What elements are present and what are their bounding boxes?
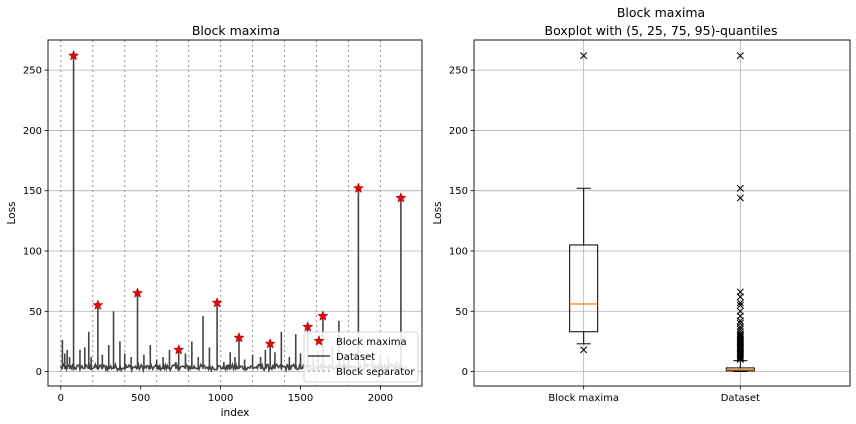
left-y-ticks: 0 50 100 150 200 250 [23, 66, 48, 378]
left-x-tick-label: 2000 [368, 393, 393, 404]
block-maximum-marker [302, 321, 314, 332]
block-maxima-series [67, 49, 407, 355]
left-x-ticks: 0 500 1000 1500 2000 [58, 386, 393, 404]
left-grid [48, 69, 422, 372]
right-y-tick-label: 200 [449, 126, 468, 137]
right-chart-subtitle: Boxplot with (5, 25, 75, 95)-quantiles [545, 23, 778, 38]
flier-marker [736, 301, 744, 309]
legend-block-maxima-marker [313, 335, 325, 346]
left-y-tick-label: 100 [23, 246, 42, 257]
left-y-tick-label: 0 [36, 367, 42, 378]
flier-marker [736, 299, 744, 307]
right-chart-title: Block maxima [617, 5, 705, 20]
block-maximum-marker [233, 331, 245, 343]
legend-block-maxima-label: Block maxima [336, 337, 407, 348]
right-x-ticks: Block maxima Dataset [548, 386, 760, 404]
right-y-axis-label: Loss [432, 201, 444, 224]
box [569, 244, 599, 333]
block-maximum-marker [92, 299, 104, 311]
left-x-tick-label: 1500 [288, 393, 313, 404]
right-x-tick-label: Dataset [721, 393, 760, 404]
flier-marker [736, 319, 744, 327]
right-y-tick-label: 100 [449, 246, 468, 257]
block-maximum-marker [67, 49, 80, 61]
left-plot-frame [47, 39, 423, 387]
block-maximum-marker [173, 343, 185, 355]
flier-marker [736, 184, 744, 192]
legend-dataset-label: Dataset [336, 352, 375, 363]
left-x-tick-label: 0 [58, 393, 64, 404]
block-maximum-marker [352, 182, 365, 194]
right-y-tick-label: 50 [455, 307, 468, 318]
block-maximum-marker [395, 192, 407, 203]
left-y-axis-label: Loss [6, 201, 18, 224]
boxplots [569, 52, 755, 373]
legend-separator-label: Block separator [336, 367, 415, 378]
right-plot-frame [473, 39, 851, 387]
block-maximum-marker [317, 310, 329, 321]
flier-marker [736, 194, 744, 202]
right-y-tick-label: 250 [449, 66, 468, 77]
right-y-tick-label: 150 [449, 186, 468, 197]
right-x-tick-label: Block maxima [548, 393, 619, 404]
flier-marker [580, 52, 588, 60]
right-chart: Block maxima Boxplot with (5, 25, 75, 95… [432, 5, 851, 404]
block-maximum-marker [131, 287, 144, 298]
left-y-tick-label: 150 [23, 186, 42, 197]
right-y-tick-label: 0 [462, 367, 468, 378]
left-x-tick-label: 1000 [208, 393, 233, 404]
flier-marker [736, 288, 744, 296]
left-chart: Block maxima 0 50 100 150 200 250 0 500 1000 150… [6, 23, 423, 419]
block-maximum-marker [264, 337, 276, 349]
left-y-tick-label: 250 [23, 66, 42, 77]
left-x-tick-label: 500 [131, 393, 150, 404]
dataset-series [60, 55, 407, 374]
right-grid [474, 40, 850, 386]
left-y-tick-label: 50 [29, 307, 42, 318]
left-y-tick-label: 200 [23, 126, 42, 137]
block-maximum-marker [211, 296, 223, 308]
flier-marker [736, 52, 744, 60]
left-chart-title: Block maxima [192, 23, 280, 38]
flier-marker [736, 307, 744, 315]
flier-marker [580, 346, 588, 354]
flier-marker [736, 325, 744, 333]
legend-box [303, 331, 419, 383]
right-y-ticks: 0 50 100 150 200 250 [449, 66, 474, 378]
left-legend: Block maxima Dataset Block separator [303, 331, 419, 383]
left-x-axis-label: index [221, 407, 250, 419]
